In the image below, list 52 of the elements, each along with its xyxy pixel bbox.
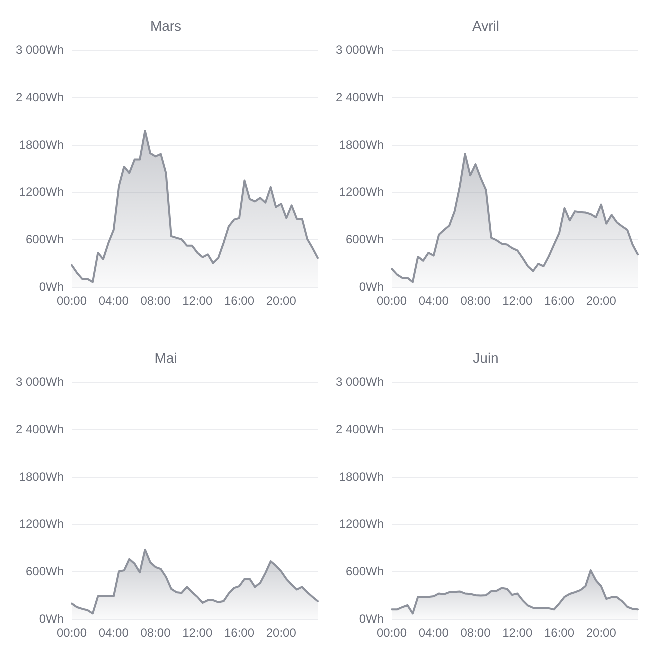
x-tick-label: 00:00 (376, 294, 408, 308)
y-tick-label: 0Wh (359, 280, 384, 294)
y-tick-label: 1200Wh (339, 185, 384, 200)
y-tick-label: 0Wh (39, 612, 64, 626)
y-tick-label: 1800Wh (19, 470, 64, 484)
x-tick-label: 00:00 (56, 294, 88, 308)
y-tick-label: 2 400Wh (336, 422, 384, 436)
y-tick-label: 2 400Wh (16, 90, 64, 104)
x-tick-label: 20:00 (586, 626, 617, 640)
y-tick-label: 1200Wh (19, 185, 64, 200)
y-tick-label: 3 000Wh (16, 375, 64, 389)
x-tick-label: 04:00 (98, 626, 130, 640)
chart-title: Mai (154, 350, 178, 366)
y-tick-label: 1800Wh (19, 138, 64, 152)
x-tick-label: 16:00 (224, 294, 255, 308)
y-tick-label: 1800Wh (339, 470, 384, 484)
x-tick-label: 20:00 (266, 294, 297, 308)
x-tick-label: 20:00 (266, 626, 297, 640)
x-tick-label: 16:00 (224, 626, 255, 640)
y-tick-label: 1200Wh (19, 517, 64, 532)
x-tick-label: 16:00 (544, 626, 575, 640)
chart-title: Juin (473, 350, 499, 366)
y-tick-label: 0Wh (39, 280, 64, 294)
y-tick-label: 1800Wh (339, 138, 384, 152)
y-tick-label: 2 400Wh (336, 90, 384, 104)
x-tick-label: 00:00 (376, 626, 408, 640)
y-tick-label: 600Wh (26, 564, 64, 579)
x-tick-label: 08:00 (460, 626, 492, 640)
chart-title: Mars (150, 18, 182, 34)
x-tick-label: 12:00 (182, 294, 213, 308)
x-tick-label: 12:00 (502, 294, 533, 308)
y-tick-label: 600Wh (26, 232, 64, 247)
y-tick-label: 600Wh (346, 232, 384, 247)
x-tick-label: 16:00 (544, 294, 575, 308)
x-tick-label: 12:00 (182, 626, 213, 640)
x-tick-label: 04:00 (418, 626, 450, 640)
x-tick-label: 20:00 (586, 294, 617, 308)
x-tick-label: 12:00 (502, 626, 533, 640)
x-tick-label: 08:00 (140, 294, 172, 308)
y-tick-label: 3 000Wh (336, 375, 384, 389)
y-tick-label: 1200Wh (339, 517, 384, 532)
x-tick-label: 00:00 (56, 626, 88, 640)
y-tick-label: 600Wh (346, 564, 384, 579)
x-tick-label: 04:00 (98, 294, 130, 308)
y-tick-label: 3 000Wh (336, 43, 384, 57)
y-tick-label: 2 400Wh (16, 422, 64, 436)
x-tick-label: 08:00 (460, 294, 492, 308)
y-tick-label: 3 000Wh (16, 43, 64, 57)
x-tick-label: 04:00 (418, 294, 450, 308)
x-tick-label: 08:00 (140, 626, 172, 640)
chart-title: Avril (472, 18, 500, 34)
y-tick-label: 0Wh (359, 612, 384, 626)
